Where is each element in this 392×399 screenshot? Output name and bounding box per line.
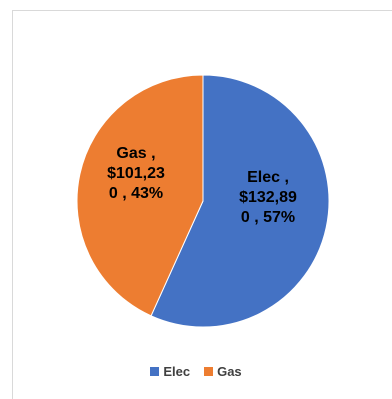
data-label-line: 0 , 57% [241, 209, 295, 226]
pie-slices [76, 74, 330, 328]
data-label-gas: Gas , $101,23 0 , 43% [107, 145, 165, 202]
data-label-line: 0 , 43% [109, 185, 163, 202]
data-label-line: Elec , [247, 169, 289, 186]
legend-label: Gas [217, 364, 242, 379]
legend-swatch [204, 367, 214, 376]
pie-slice-elec [150, 74, 330, 328]
legend-swatch [150, 367, 160, 376]
chart-legend: Elec Gas [0, 364, 392, 379]
data-label-line: Gas , [116, 145, 155, 162]
data-label-line: $101,23 [107, 165, 165, 182]
data-label-elec: Elec , $132,89 0 , 57% [239, 169, 297, 226]
pie-data-labels: Elec , $132,89 0 , 57% Gas , $101,23 0 , 43% [107, 145, 297, 226]
pie-slice-gas [76, 74, 204, 317]
data-label-line: $132,89 [239, 189, 297, 206]
legend-entry-gas: Gas [204, 364, 242, 379]
legend-label: Elec [163, 364, 191, 379]
legend-entry-elec: Elec [150, 364, 190, 379]
